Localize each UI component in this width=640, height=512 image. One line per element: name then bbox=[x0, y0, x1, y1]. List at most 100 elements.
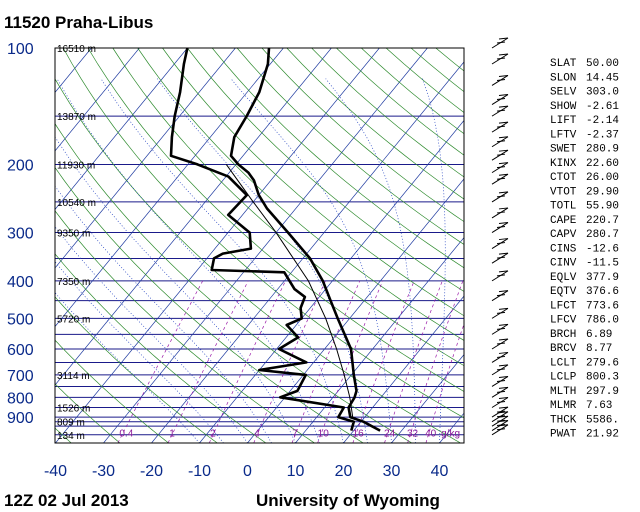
wind-barb-flag bbox=[496, 415, 506, 418]
index-name: LFCT bbox=[550, 300, 577, 312]
index-name: EQLV bbox=[550, 272, 577, 284]
index-name: BRCH bbox=[550, 329, 576, 341]
wind-barb-flag bbox=[496, 195, 506, 198]
moist-adiabat bbox=[55, 185, 272, 443]
moist-adiabat bbox=[100, 78, 344, 443]
footer-time: 12Z 02 Jul 2013 bbox=[4, 491, 129, 510]
mixing-ratio-line bbox=[425, 322, 464, 443]
index-value: 297.9 bbox=[586, 386, 619, 398]
wind-barb-flag bbox=[498, 94, 509, 97]
index-name: KINX bbox=[550, 158, 577, 170]
moist-adiabat bbox=[156, 78, 368, 443]
index-name: THCK bbox=[550, 414, 577, 426]
height-label: 809 m bbox=[57, 418, 85, 429]
dry-adiabat bbox=[112, 48, 464, 367]
index-name: SLAT bbox=[550, 58, 577, 70]
height-label: 11930 m bbox=[57, 160, 95, 171]
index-name: SWET bbox=[550, 144, 577, 156]
index-value: -2.37 bbox=[586, 129, 619, 141]
wind-barb-flag bbox=[496, 274, 506, 277]
dry-adiabat bbox=[55, 253, 267, 443]
dry-adiabat bbox=[55, 78, 461, 443]
wind-barb-flag bbox=[496, 140, 506, 143]
temperature-tick-label: -30 bbox=[92, 463, 115, 480]
wind-barb-flag bbox=[496, 166, 506, 169]
pressure-axis: 100 200 300 400 500 600 700 800 900 bbox=[7, 41, 34, 427]
height-label: 9350 m bbox=[57, 229, 90, 240]
isotherm-line bbox=[55, 48, 332, 386]
wind-barb-flag bbox=[498, 222, 509, 225]
pressure-tick-label: 100 bbox=[7, 41, 34, 58]
index-name: LIFT bbox=[550, 115, 577, 127]
index-value: 279.6 bbox=[586, 357, 619, 369]
index-value: 7.63 bbox=[586, 400, 612, 412]
mixing-ratio-label: 24 bbox=[384, 428, 396, 439]
isotherm-line bbox=[247, 178, 464, 443]
wind-barb-flag bbox=[498, 37, 509, 40]
dry-adiabat bbox=[261, 48, 464, 223]
dry-adiabat bbox=[55, 339, 169, 443]
wind-barb-flag bbox=[496, 428, 506, 431]
mixing-ratio-label: 7 bbox=[292, 428, 298, 439]
mixing-ratio-label: g/kg bbox=[441, 428, 460, 439]
wind-barb-flag bbox=[496, 242, 506, 245]
dry-adiabat bbox=[236, 48, 464, 245]
index-value: 22.60 bbox=[586, 158, 619, 170]
isotherm-line bbox=[55, 48, 380, 443]
mixing-ratio-line bbox=[167, 280, 249, 443]
wind-barb-flag bbox=[498, 323, 509, 326]
isotherm-line bbox=[55, 48, 284, 328]
wind-barb-flag bbox=[496, 327, 506, 330]
wind-barb-flag bbox=[496, 390, 506, 393]
index-name: TOTL bbox=[550, 201, 576, 213]
index-value: 8.77 bbox=[586, 343, 612, 355]
mixing-ratio-line bbox=[317, 280, 384, 443]
chart-grid bbox=[55, 48, 464, 443]
temperature-tick-label: 20 bbox=[335, 463, 353, 480]
wind-barb-flag bbox=[496, 410, 506, 413]
mixing-ratio-label: 0.4 bbox=[119, 428, 133, 439]
plot-frame bbox=[54, 47, 465, 444]
wind-barb-flag bbox=[498, 149, 509, 152]
wind-barb-flag bbox=[498, 238, 509, 241]
index-value: 280.9 bbox=[586, 144, 619, 156]
wind-barb-flag bbox=[496, 311, 506, 314]
index-value: 14.45 bbox=[586, 72, 619, 84]
moist-adiabat bbox=[56, 78, 320, 443]
wind-barb-flag bbox=[496, 342, 506, 345]
wind-barb-flag bbox=[496, 78, 506, 81]
chart-profiles bbox=[169, 48, 381, 432]
temperature-tick-label: 10 bbox=[287, 463, 305, 480]
mixing-ratio-label: 2 bbox=[210, 428, 216, 439]
height-labels: 16510 m 13870 m 11930 m 10540 m 9350 m 7350 m… bbox=[57, 44, 96, 442]
wind-barb-flag bbox=[496, 153, 506, 156]
pressure-tick-label: 900 bbox=[7, 410, 34, 427]
index-name: LCLT bbox=[550, 357, 577, 369]
wind-barb-flag bbox=[498, 338, 509, 341]
dry-adiabat bbox=[55, 210, 315, 443]
index-value: 5586. bbox=[586, 414, 619, 426]
wind-barb-flag bbox=[498, 121, 509, 124]
index-name: CINS bbox=[550, 243, 577, 255]
index-name: CTOT bbox=[550, 172, 577, 184]
wind-barb-flag bbox=[496, 419, 506, 422]
index-name: LCLP bbox=[550, 372, 577, 384]
wind-barb-flag bbox=[496, 98, 506, 101]
index-name: VTOT bbox=[550, 186, 577, 198]
pressure-tick-label: 800 bbox=[7, 390, 34, 407]
index-value: -11.5 bbox=[586, 258, 619, 270]
temperature-tick-label: -10 bbox=[188, 463, 211, 480]
index-value: 50.00 bbox=[586, 58, 619, 70]
isotherm-line bbox=[151, 61, 464, 443]
isotherm-line bbox=[55, 48, 140, 152]
wind-barb-flag bbox=[498, 105, 509, 108]
index-value: 377.9 bbox=[586, 272, 619, 284]
dry-adiabat bbox=[187, 48, 464, 292]
temperature-tick-label: 40 bbox=[431, 463, 449, 480]
wind-barb-flag bbox=[496, 57, 506, 60]
wind-barb-flag bbox=[498, 307, 509, 310]
index-name: CAPV bbox=[550, 229, 577, 241]
wind-barb-flag bbox=[498, 173, 509, 176]
mixing-ratio-line bbox=[352, 280, 415, 443]
